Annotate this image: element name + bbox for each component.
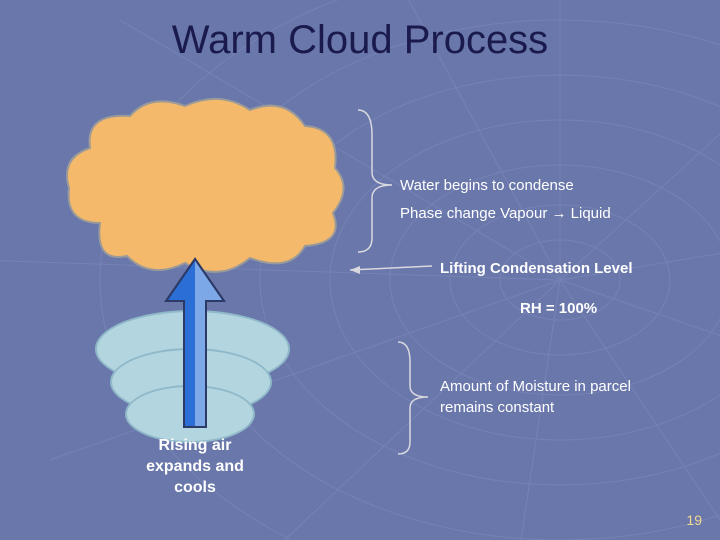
rising-arrow-icon (162, 255, 228, 433)
label-condense-1: Water begins to condense (400, 175, 574, 196)
label-rising: Rising air expands and cools (130, 436, 260, 498)
label-moisture: Amount of Moisture in parcel remains con… (440, 376, 660, 418)
label-rh: RH = 100% (520, 298, 597, 319)
label-lcl: Lifting Condensation Level (440, 258, 633, 279)
page-number: 19 (686, 512, 702, 528)
page-title: Warm Cloud Process (0, 18, 720, 63)
label-condense-2: Phase change Vapour → Liquid (400, 203, 611, 224)
